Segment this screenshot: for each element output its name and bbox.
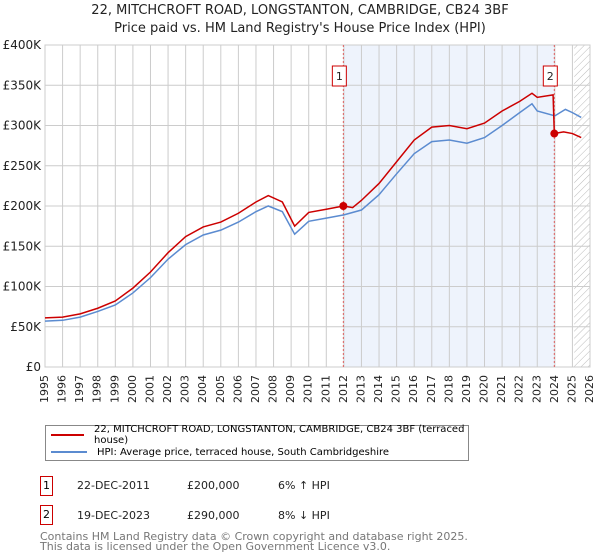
x-tick-label: 2019 bbox=[460, 375, 473, 403]
y-tick-label: £300K bbox=[3, 119, 43, 133]
footer: Contains HM Land Registry data © Crown c… bbox=[40, 530, 468, 553]
legend-swatch-red bbox=[51, 434, 85, 436]
x-tick-label: 2005 bbox=[214, 375, 227, 403]
chart-subtitle: Price paid vs. HM Land Registry's House … bbox=[114, 21, 486, 36]
x-tick-label: 1996 bbox=[56, 375, 69, 403]
footer-line: Contains HM Land Registry data © Crown c… bbox=[40, 530, 468, 543]
y-tick-label: £0 bbox=[26, 360, 41, 374]
sale-price: £290,000 bbox=[187, 509, 240, 522]
x-tick-label: 2023 bbox=[530, 375, 543, 403]
sale-date: 19-DEC-2023 bbox=[77, 509, 151, 522]
y-tick-label: £150K bbox=[3, 239, 43, 253]
legend-label: 22, MITCHCROFT ROAD, LONGSTANTON, CAMBRI… bbox=[94, 424, 465, 446]
sale-point bbox=[550, 129, 559, 138]
x-tick-label: 2003 bbox=[179, 375, 192, 403]
x-tick-label: 2007 bbox=[249, 375, 262, 403]
x-tick-label: 1997 bbox=[73, 375, 86, 403]
x-tick-label: 2025 bbox=[565, 375, 578, 403]
y-tick-label: £50K bbox=[10, 320, 42, 334]
x-tick-label: 2010 bbox=[302, 375, 315, 403]
annotation-box bbox=[542, 65, 558, 87]
sale-hpi-diff: 8% ↓ HPI bbox=[278, 509, 330, 522]
footer-line: This data is licensed under the Open Gov… bbox=[40, 540, 391, 553]
legend-label: HPI: Average price, terraced house, Sout… bbox=[97, 446, 390, 458]
plot-border bbox=[44, 44, 591, 368]
annotation-label: 1 bbox=[336, 70, 343, 83]
x-tick-label: 2008 bbox=[267, 375, 280, 403]
sale-badge: 1 bbox=[40, 476, 53, 496]
sale-point bbox=[339, 202, 348, 210]
x-tick-label: 1995 bbox=[38, 375, 51, 403]
x-tick-label: 2022 bbox=[513, 375, 526, 403]
y-tick-label: £400K bbox=[3, 38, 43, 52]
x-tick-label: 2017 bbox=[425, 375, 438, 403]
x-tick-label: 2018 bbox=[442, 375, 455, 403]
chart-title: 22, MITCHCROFT ROAD, LONGSTANTON, CAMBRI… bbox=[91, 3, 509, 18]
sale-badge: 2 bbox=[40, 505, 53, 525]
series-line bbox=[44, 102, 582, 322]
annotation-label: 2 bbox=[547, 70, 554, 83]
y-tick-label: £250K bbox=[3, 159, 43, 173]
annotation-box bbox=[331, 65, 347, 87]
legend-item-property: 22, MITCHCROFT ROAD, LONGSTANTON, CAMBRI… bbox=[46, 424, 468, 446]
legend: 22, MITCHCROFT ROAD, LONGSTANTON, CAMBRI… bbox=[45, 424, 469, 461]
x-tick-label: 2009 bbox=[284, 375, 297, 403]
x-tick-label: 2024 bbox=[548, 375, 561, 403]
x-tick-label: 2004 bbox=[196, 375, 209, 403]
x-tick-label: 2020 bbox=[478, 375, 491, 403]
x-tick-label: 2021 bbox=[495, 375, 508, 403]
x-tick-label: 2014 bbox=[372, 375, 385, 403]
x-tick-label: 2001 bbox=[143, 375, 156, 403]
legend-item-hpi: HPI: Average price, terraced house, Sout… bbox=[46, 444, 389, 460]
x-tick-label: 2013 bbox=[354, 375, 367, 403]
x-tick-label: 2000 bbox=[126, 375, 139, 403]
x-tick-label: 2006 bbox=[231, 375, 244, 403]
x-tick-label: 2011 bbox=[319, 375, 332, 403]
x-tick-label: 1999 bbox=[108, 375, 121, 403]
y-tick-label: £350K bbox=[3, 78, 43, 92]
sale-date: 22-DEC-2011 bbox=[77, 479, 151, 492]
sale-price: £200,000 bbox=[187, 479, 240, 492]
x-tick-label: 2002 bbox=[161, 375, 174, 403]
legend-swatch-blue bbox=[51, 451, 87, 453]
x-tick-label: 2015 bbox=[390, 375, 403, 403]
y-tick-label: £100K bbox=[3, 280, 43, 294]
x-tick-label: 2016 bbox=[407, 375, 420, 403]
sale-hpi-diff: 6% ↑ HPI bbox=[278, 479, 330, 492]
y-tick-label: £200K bbox=[3, 199, 43, 213]
plot-area: 1995 1996 1997 1998 1999 2000 2001 2002 2003 2004… bbox=[3, 38, 596, 403]
x-tick-label: 2026 bbox=[583, 375, 596, 403]
x-tick-label: 1998 bbox=[91, 375, 104, 403]
x-tick-label: 2012 bbox=[337, 375, 350, 403]
